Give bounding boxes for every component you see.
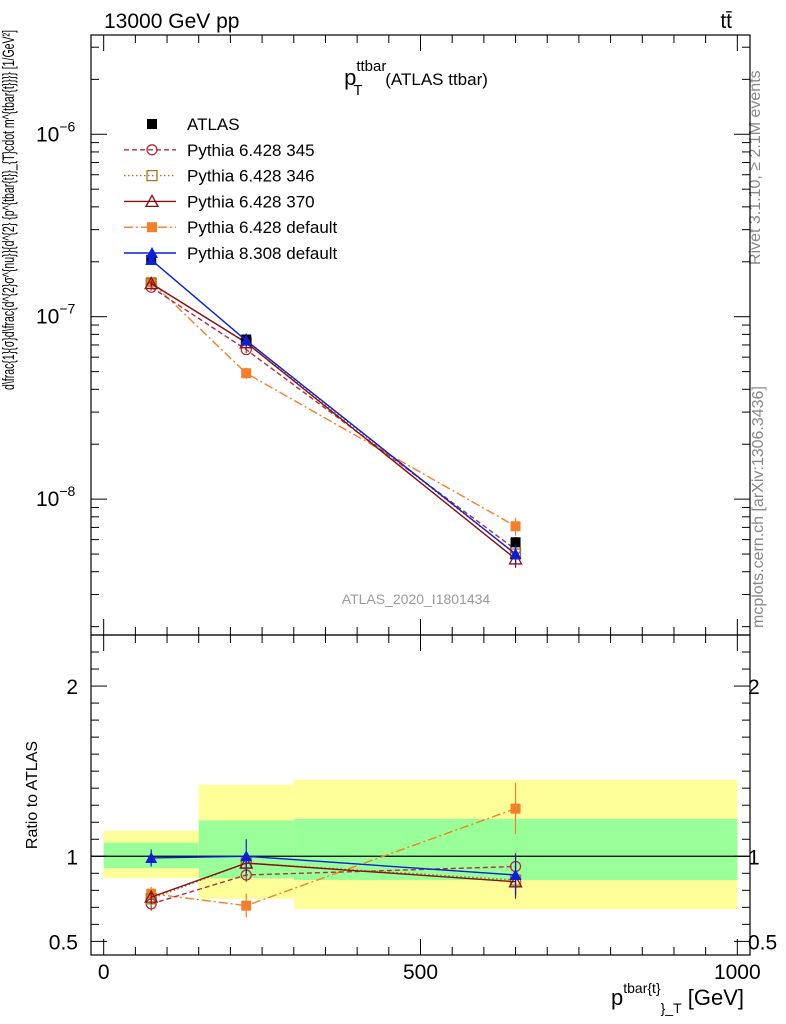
x-tick-label: 500 [403,961,438,984]
ratio-panel: 0.5 0.5 1 1 2 2 0 500 1000 Ratio to ATLAS ptbar{… [24,634,777,1016]
rivet-label: Rivet 3.1.10, ≥ 2.1M events [747,70,764,265]
ratio-series-pythia-8-308-default [145,839,522,896]
series-atlas [146,254,521,548]
series-pythia-6-428-346 [145,277,522,563]
ratio-point [510,803,521,814]
x-label-sup: tbar{t} [623,980,661,996]
legend-label: Pythia 6.428 345 [187,141,315,160]
series-line [150,259,516,555]
ratio-y-tick-label-left: 1 [66,846,78,869]
main-title-p: p [344,65,356,90]
ratio-frame [90,634,751,956]
x-tick-label: 0 [98,961,110,984]
process-label: tt̄ [720,10,732,33]
ratio-tick-labels: 0.5 0.5 1 1 2 2 0 500 1000 [49,676,777,984]
series-line [150,282,516,560]
main-y-tick-exp: −7 [59,301,75,317]
x-label-sub: }_T [661,1000,682,1016]
main-series-group [144,253,523,568]
data-point [144,276,159,290]
x-label-p: p [611,985,623,1010]
series-line [150,281,516,527]
main-y-label: d\frac{1}{σ}d\frac{d^{2}σ^{nu}}{d^{2} {p… [0,30,18,390]
data-point [241,368,252,379]
data-point [510,537,521,548]
main-y-tick-labels: 10−810−710−6 [36,118,76,511]
x-label-unit: [GeV] [682,985,744,1010]
main-y-tick-label: 10−8 [36,483,76,511]
data-point [510,521,521,532]
series-line [150,282,516,555]
main-panel: pttbar T (ATLAS ttbar) ATLAS_2020_I180143… [0,30,751,636]
legend-marker [144,194,160,208]
data-point [240,334,253,346]
main-y-tick-base: 10 [36,123,59,146]
energy-label: 13000 GeV pp [104,10,239,33]
analysis-watermark: ATLAS_2020_I1801434 [342,591,491,607]
main-title-sup: ttbar [356,58,386,75]
legend-item: Pythia 6.428 default [124,218,338,237]
main-title: pttbar T (ATLAS ttbar) [344,58,488,99]
legend-label: Pythia 6.428 default [187,218,338,237]
main-title-sub: T [353,82,362,99]
ratio-point [145,851,158,863]
ratio-y-tick-label-right: 2 [748,676,760,699]
legend-label: ATLAS [187,115,240,134]
main-y-tick-label: 10−6 [36,118,76,146]
mcplots-label: mcplots.cern.ch [arXiv:1306.3436] [750,386,767,628]
series-pythia-8-308-default [145,253,522,565]
ratio-point [240,850,253,862]
ratio-y-label: Ratio to ATLAS [24,741,41,849]
ratio-y-tick-label-right: 0.5 [748,931,777,954]
legend-marker [146,247,158,258]
ratio-y-tick-label-left: 2 [66,676,78,699]
main-y-tick-base: 10 [36,488,59,511]
legend-marker [146,144,158,156]
ratio-line [150,862,516,900]
legend-label: Pythia 6.428 370 [187,192,315,211]
legend-marker [147,222,157,233]
x-axis-label: ptbar{t}}_T [GeV] [611,980,744,1016]
main-y-tick-exp: −6 [59,118,75,134]
legend-label: Pythia 6.428 346 [187,167,315,186]
ratio-axis-ticks [91,635,750,955]
legend-item: Pythia 6.428 370 [124,192,315,211]
main-y-tick-exp: −8 [59,483,75,499]
legend-item: ATLAS [147,115,240,134]
data-point [509,548,522,560]
ratio-point [509,869,522,880]
legend-item: Pythia 6.428 346 [124,167,315,186]
ratio-y-tick-label-left: 0.5 [49,931,78,954]
ratio-series-group [144,783,523,918]
data-point [145,253,158,265]
legend-marker [147,119,157,129]
legend-item: Pythia 8.308 default [124,244,338,263]
main-y-tick-label: 10−7 [36,301,76,329]
main-axis-ticks [91,35,750,635]
x-tick-label: 1000 [714,961,761,984]
ratio-y-tick-label-right: 1 [748,846,760,869]
legend-label: Pythia 8.308 default [187,244,338,263]
legend-item: Pythia 6.428 345 [124,141,315,160]
series-pythia-6-428-345 [145,281,522,558]
ratio-point [144,889,159,903]
main-y-tick-base: 10 [36,306,59,329]
legend-marker [146,169,158,182]
legend: ATLAS Pythia 6.428 345 Pythia 6.428 346 Pyt… [124,115,338,263]
main-title-rest: (ATLAS ttbar) [381,70,488,89]
ratio-point [241,900,252,911]
